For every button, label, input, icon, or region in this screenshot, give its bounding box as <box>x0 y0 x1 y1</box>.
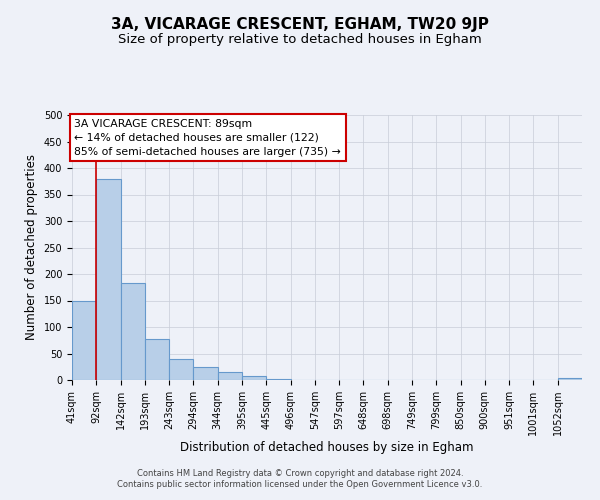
Bar <box>218 372 242 380</box>
X-axis label: Distribution of detached houses by size in Egham: Distribution of detached houses by size … <box>180 441 474 454</box>
Bar <box>145 338 169 380</box>
Bar <box>193 367 218 380</box>
Text: Contains HM Land Registry data © Crown copyright and database right 2024.: Contains HM Land Registry data © Crown c… <box>137 468 463 477</box>
Bar <box>242 376 266 380</box>
Bar <box>72 300 96 380</box>
Bar <box>121 283 145 380</box>
Text: 3A, VICARAGE CRESCENT, EGHAM, TW20 9JP: 3A, VICARAGE CRESCENT, EGHAM, TW20 9JP <box>111 18 489 32</box>
Text: 3A VICARAGE CRESCENT: 89sqm
← 14% of detached houses are smaller (122)
85% of se: 3A VICARAGE CRESCENT: 89sqm ← 14% of det… <box>74 118 341 156</box>
Y-axis label: Number of detached properties: Number of detached properties <box>25 154 38 340</box>
Text: Contains public sector information licensed under the Open Government Licence v3: Contains public sector information licen… <box>118 480 482 489</box>
Bar <box>558 378 582 380</box>
Bar <box>96 178 121 380</box>
Bar <box>169 359 193 380</box>
Text: Size of property relative to detached houses in Egham: Size of property relative to detached ho… <box>118 32 482 46</box>
